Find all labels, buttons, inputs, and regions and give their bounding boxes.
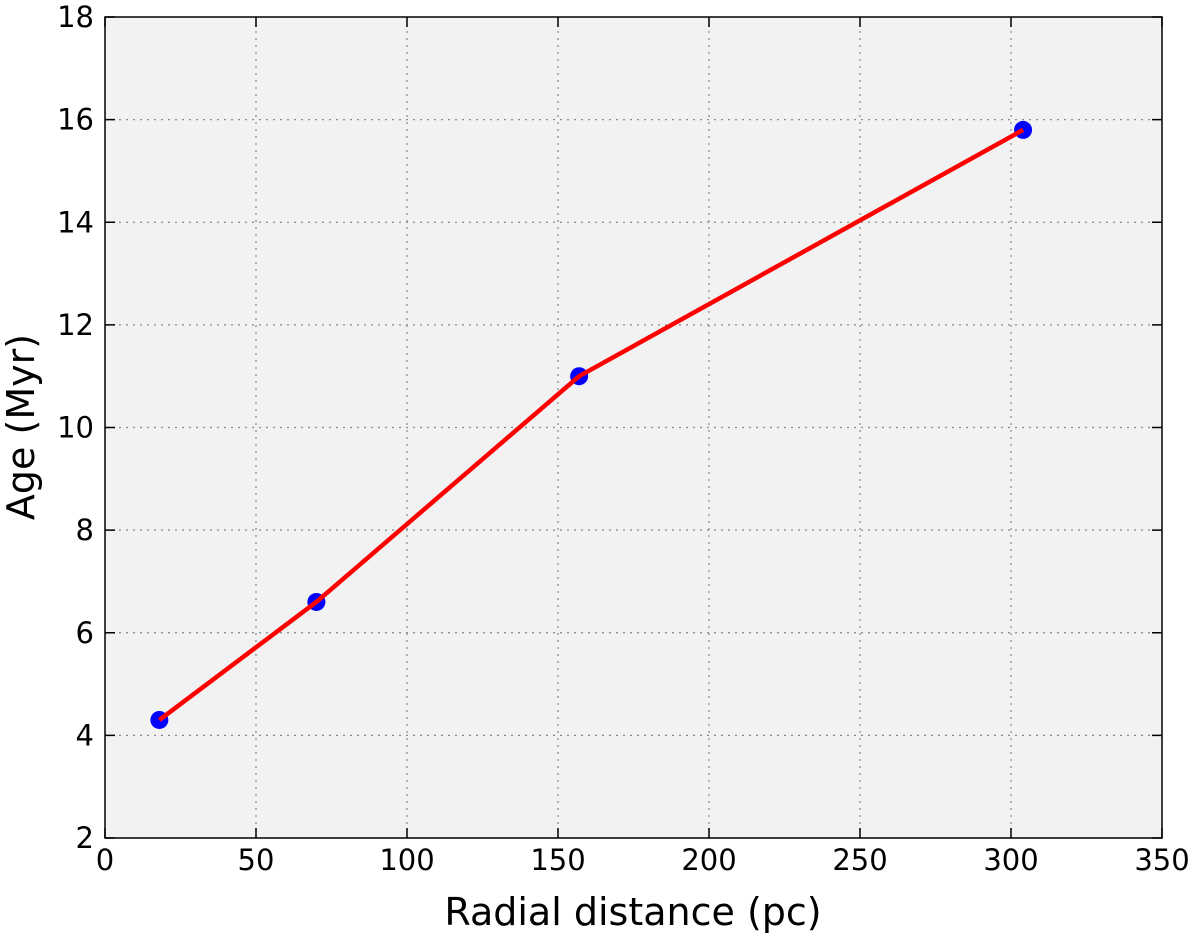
y-tick-label: 14 xyxy=(57,205,94,239)
y-axis-label: Age (Myr) xyxy=(0,334,43,520)
y-tick-label: 8 xyxy=(76,513,94,547)
plot-frame xyxy=(104,16,1163,839)
y-tick-label: 12 xyxy=(57,308,94,342)
x-tick-label: 350 xyxy=(1134,843,1189,877)
x-tick-label: 250 xyxy=(832,843,887,877)
tick-labels: 0 50 100 150 200 250 300 350 2 4 6 8 10 12 14 16 18 xyxy=(57,0,1190,877)
data-point xyxy=(1014,120,1033,139)
x-tick-label: 50 xyxy=(238,843,275,877)
x-tick-label: 150 xyxy=(530,843,585,877)
y-tick-label: 16 xyxy=(57,103,94,137)
x-tick-label: 100 xyxy=(379,843,434,877)
y-tick-label: 18 xyxy=(57,0,94,34)
x-axis-label: Radial distance (pc) xyxy=(444,890,821,934)
y-tick-label: 10 xyxy=(57,411,94,445)
x-tick-label: 300 xyxy=(983,843,1038,877)
y-tick-label: 4 xyxy=(76,718,94,752)
y-tick-label: 2 xyxy=(76,821,94,855)
x-tick-label: 0 xyxy=(96,843,114,877)
grid xyxy=(105,17,1162,838)
series-line xyxy=(158,127,1025,722)
y-tick-label: 6 xyxy=(76,616,94,650)
series xyxy=(150,120,1033,729)
x-tick-label: 200 xyxy=(681,843,736,877)
